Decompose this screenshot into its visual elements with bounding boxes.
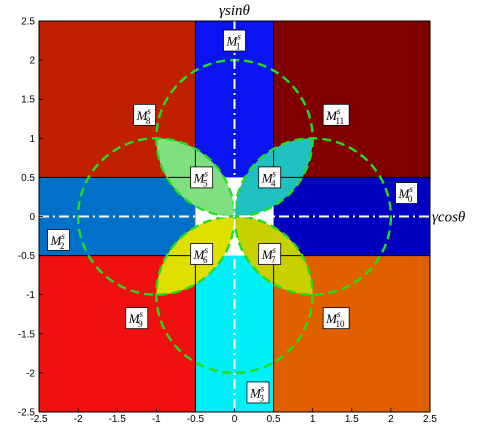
label-box bbox=[190, 243, 214, 265]
center-axes bbox=[39, 19, 433, 412]
x-tick-label: 1 bbox=[310, 414, 316, 425]
label-box bbox=[322, 103, 350, 126]
y-tick-label: 2 bbox=[29, 56, 35, 67]
y-tick-label: -2.5 bbox=[18, 408, 36, 419]
x-tick-label: -0.5 bbox=[187, 414, 205, 425]
y-tick-label: 0.5 bbox=[21, 173, 35, 184]
y-tick-label: -1 bbox=[26, 290, 35, 301]
y-tick-label: -0.5 bbox=[18, 251, 36, 262]
label-box bbox=[395, 182, 418, 204]
label-box bbox=[258, 166, 282, 189]
x-tick-label: 2.5 bbox=[423, 414, 437, 425]
label-text: Ms 9 bbox=[128, 309, 144, 329]
x-tick-label: -1.5 bbox=[109, 414, 127, 425]
tick-labels: -2.5 -2 -1.5 -1 -0.5 0 0.5 1 1.5 2 2.5 2.5 2 1.5 1 0.5 0… bbox=[18, 17, 438, 426]
label-M5: Ms 5 bbox=[190, 166, 214, 189]
label-text: Ms 5 bbox=[193, 168, 209, 188]
divider-lines bbox=[39, 21, 430, 412]
label-text: Ms 7 bbox=[261, 245, 277, 265]
y-axis-label: γsinθ bbox=[219, 3, 250, 19]
label-box bbox=[322, 307, 350, 330]
label-text: Ms 2 bbox=[50, 231, 66, 251]
label-text: Ms 1 bbox=[226, 32, 242, 52]
y-tick-label: 0 bbox=[29, 212, 35, 223]
x-tick-label: 1.5 bbox=[345, 414, 359, 425]
label-M4: Ms 4 bbox=[258, 166, 282, 189]
regions-layer bbox=[39, 21, 430, 412]
label-M1: Ms 1 bbox=[223, 29, 246, 52]
x-tick-label: 0.5 bbox=[267, 414, 281, 425]
label-box bbox=[190, 166, 214, 189]
y-tick-label: -2 bbox=[26, 368, 35, 379]
x-tick-label: -1 bbox=[152, 414, 161, 425]
region-labels: Ms 1 Ms 3 Ms 0 Ms 2 Ms 8 Ms 11 Ms 9 Ms 10 Ms 5 Ms 4 Ms 6 Ms 7 bbox=[47, 29, 418, 404]
label-M6: Ms 6 bbox=[190, 243, 214, 265]
label-M3: Ms 3 bbox=[246, 381, 270, 404]
label-box bbox=[133, 103, 156, 126]
x-tick-label: -2.5 bbox=[30, 414, 48, 425]
x-tick-label: -2 bbox=[74, 414, 83, 425]
x-tick-label: 0 bbox=[232, 414, 238, 425]
label-M9: Ms 9 bbox=[125, 307, 149, 330]
y-tick-label: 1.5 bbox=[21, 95, 35, 106]
label-M7: Ms 7 bbox=[258, 243, 282, 265]
label-text: Ms 4 bbox=[261, 168, 277, 188]
x-tick-label: 2 bbox=[388, 414, 394, 425]
y-tick-label: 2.5 bbox=[21, 17, 35, 28]
label-M0: Ms 0 bbox=[395, 182, 418, 204]
label-text: Ms 8 bbox=[136, 106, 152, 126]
label-M8: Ms 8 bbox=[133, 103, 156, 126]
label-text: Ms 10 bbox=[325, 309, 345, 329]
label-box bbox=[125, 307, 149, 330]
label-box bbox=[246, 381, 270, 404]
label-text: Ms 0 bbox=[398, 184, 414, 204]
label-text: Ms 6 bbox=[193, 245, 209, 265]
label-M2: Ms 2 bbox=[47, 229, 70, 251]
label-box bbox=[47, 229, 70, 251]
label-box bbox=[258, 243, 282, 265]
y-tick-label: 1 bbox=[29, 134, 35, 145]
label-box bbox=[223, 29, 246, 52]
label-text: Ms 11 bbox=[325, 106, 344, 126]
y-tick-label: -1.5 bbox=[18, 329, 36, 340]
label-M10: Ms 10 bbox=[322, 307, 350, 330]
label-M11: Ms 11 bbox=[322, 103, 350, 126]
label-text: Ms 3 bbox=[249, 383, 265, 403]
x-axis-label: γcosθ bbox=[432, 210, 466, 226]
